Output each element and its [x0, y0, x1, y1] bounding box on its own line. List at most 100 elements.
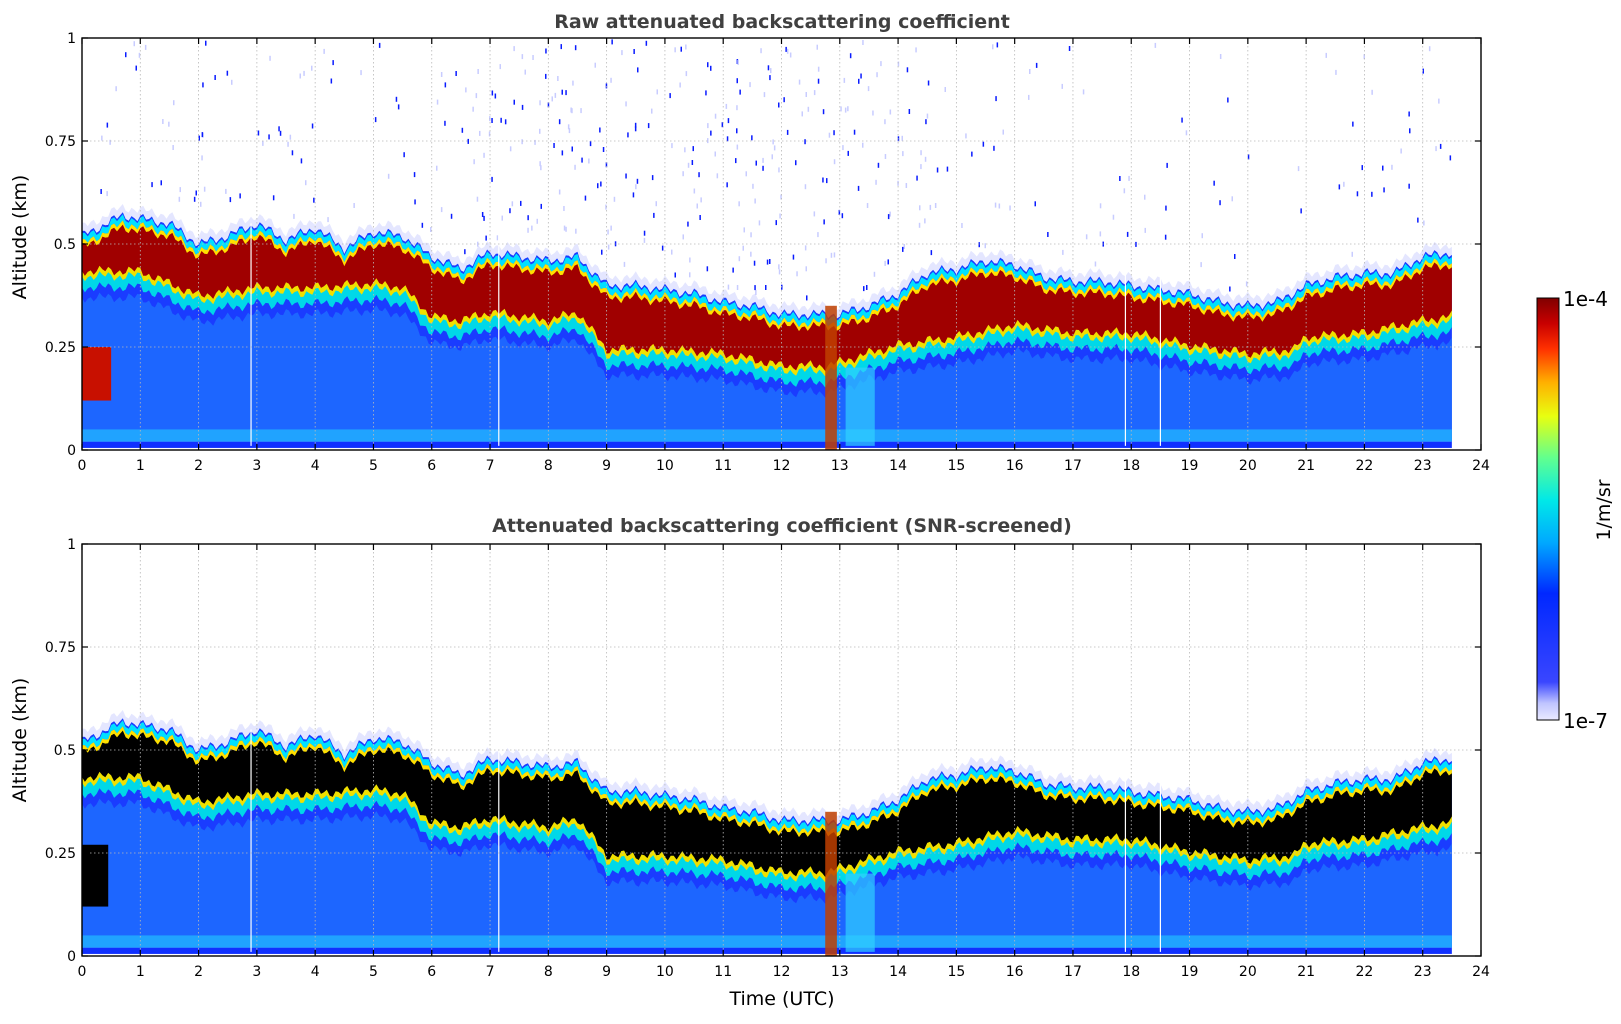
noise-speck [736, 144, 739, 150]
noise-speck [278, 126, 280, 132]
noise-speck [705, 90, 707, 96]
noise-speck [778, 167, 780, 173]
noise-speck [395, 96, 398, 102]
noise-speck [656, 89, 658, 95]
noise-speck [754, 285, 756, 291]
noise-speck [231, 79, 233, 85]
x-tick-label: 23 [1414, 964, 1432, 980]
noise-speck [736, 128, 738, 134]
noise-speck [547, 102, 550, 108]
noise-speck [817, 66, 820, 72]
noise-speck [511, 201, 514, 207]
x-tick-label: 22 [1356, 458, 1374, 474]
noise-speck [229, 197, 232, 203]
x-tick-label: 7 [486, 964, 495, 980]
x-tick-label: 17 [1064, 458, 1082, 474]
noise-speck [862, 142, 864, 148]
noise-speck [1028, 94, 1030, 100]
noise-speck [769, 259, 771, 264]
noise-speck [1082, 89, 1085, 95]
noise-speck [450, 213, 453, 219]
low-cloud-feature [82, 844, 109, 907]
noise-speck [862, 40, 864, 45]
precip-streak [825, 811, 837, 956]
noise-speck [353, 203, 355, 208]
x-tick-label: 20 [1239, 458, 1257, 474]
panel-title: Raw attenuated backscattering coefficien… [554, 11, 1010, 33]
x-tick-label: 5 [369, 458, 378, 474]
x-tick-label: 10 [656, 458, 674, 474]
noise-speck [773, 145, 776, 151]
noise-speck [1371, 191, 1373, 197]
noise-speck [527, 215, 529, 221]
noise-speck [710, 65, 712, 71]
noise-speck [1034, 201, 1036, 207]
noise-speck [178, 196, 181, 202]
noise-speck [567, 124, 570, 130]
noise-speck [201, 132, 204, 138]
noise-speck [1382, 165, 1384, 171]
noise-speck [571, 146, 573, 152]
y-tick-label: 0.5 [54, 743, 76, 759]
noise-speck [444, 82, 447, 88]
noise-speck [714, 151, 716, 157]
noise-speck [716, 173, 719, 179]
noise-speck [876, 72, 878, 78]
x-tick-label: 8 [544, 964, 553, 980]
x-tick-label: 24 [1472, 458, 1490, 474]
noise-speck [414, 199, 416, 205]
noise-speck [786, 48, 789, 54]
noise-speck [680, 46, 682, 52]
x-tick-label: 3 [252, 964, 261, 980]
noise-speck [563, 206, 565, 211]
noise-speck [833, 159, 836, 165]
noise-speck [758, 220, 761, 226]
surface-band [82, 935, 1452, 948]
noise-speck [125, 52, 127, 58]
noise-speck [707, 138, 709, 144]
noise-speck [792, 254, 795, 260]
noise-speck [623, 261, 626, 267]
noise-speck [440, 72, 443, 77]
noise-speck [1449, 155, 1452, 161]
noise-speck [575, 228, 577, 234]
noise-speck [887, 214, 890, 220]
noise-speck [135, 65, 137, 71]
noise-speck [513, 99, 515, 105]
x-tick-label: 8 [544, 458, 553, 474]
noise-speck [461, 127, 464, 133]
noise-speck [1435, 146, 1437, 152]
noise-speck [929, 204, 932, 210]
noise-speck [946, 166, 949, 172]
noise-speck [1383, 187, 1385, 193]
noise-speck [840, 106, 842, 112]
noise-speck [727, 284, 730, 290]
noise-speck [571, 108, 573, 114]
noise-speck [1009, 205, 1011, 211]
noise-speck [736, 59, 739, 64]
noise-speck [195, 190, 197, 196]
x-tick-label: 10 [656, 964, 674, 980]
noise-speck [1439, 143, 1442, 149]
noise-speck [1423, 220, 1425, 226]
y-tick-label: 1 [67, 537, 76, 553]
noise-speck [806, 295, 808, 301]
noise-speck [580, 108, 582, 114]
noise-speck [1219, 54, 1222, 59]
noise-speck [805, 92, 807, 97]
noise-speck [693, 188, 696, 194]
lower-aerosol-fill [82, 798, 1452, 948]
x-tick-label: 23 [1414, 458, 1432, 474]
noise-speck [330, 78, 333, 84]
noise-speck [710, 130, 712, 136]
noise-speck [214, 75, 216, 80]
noise-speck [817, 232, 819, 238]
noise-speck [732, 267, 734, 273]
noise-speck [804, 184, 807, 190]
noise-speck [488, 131, 491, 137]
x-tick-label: 16 [1006, 458, 1024, 474]
noise-speck [822, 109, 825, 115]
noise-speck [1200, 262, 1202, 268]
noise-speck [833, 252, 836, 258]
noise-speck [589, 141, 592, 147]
